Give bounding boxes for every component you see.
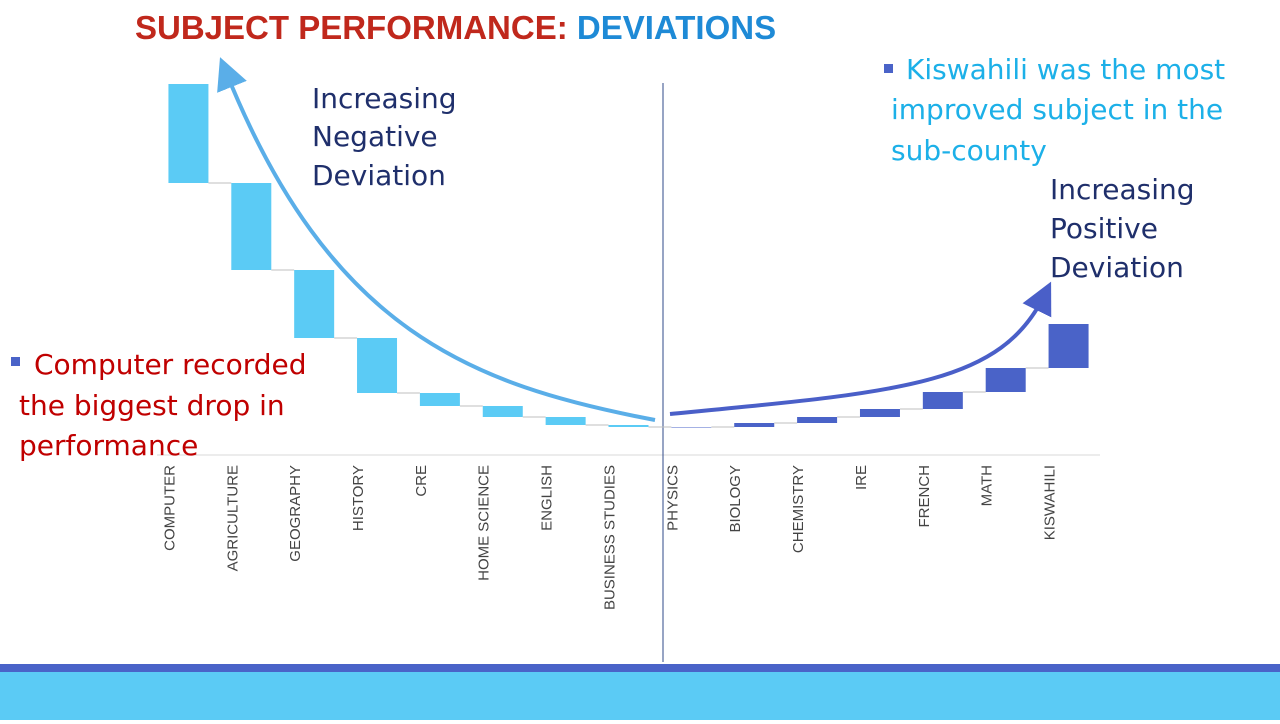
x-tick-label: IRE	[853, 465, 870, 490]
left-note: Computer recorded the biggest drop in pe…	[19, 348, 307, 462]
x-tick-label: CRE	[413, 465, 430, 497]
bar	[1048, 324, 1089, 368]
bar	[231, 183, 272, 270]
x-tick-label: HOME SCIENCE	[476, 465, 493, 581]
x-tick-label: PHYSICS	[664, 465, 681, 531]
title-main: SUBJECT PERFORMANCE:	[135, 9, 568, 46]
x-tick-label: BUSINESS STUDIES	[601, 465, 618, 610]
bar	[985, 368, 1026, 392]
x-tick-label: ENGLISH	[539, 465, 556, 531]
bar	[294, 270, 335, 338]
title: SUBJECT PERFORMANCE: DEVIATIONS	[135, 9, 776, 46]
bar	[922, 392, 963, 409]
bar	[168, 84, 209, 183]
footer-line	[0, 664, 1280, 672]
bar	[545, 417, 586, 425]
bar	[482, 406, 523, 417]
title-highlight: DEVIATIONS	[577, 9, 776, 46]
annotation-line: Increasing	[312, 82, 457, 115]
positive-arrow	[669, 281, 1052, 416]
x-tick-label: KISWAHILI	[1042, 465, 1059, 540]
annotation-line: Increasing	[1050, 173, 1195, 206]
bullet	[884, 64, 893, 73]
x-tick-label: BIOLOGY	[727, 465, 744, 533]
footer-band	[0, 672, 1280, 720]
bar	[797, 417, 838, 423]
x-tick-label: GEOGRAPHY	[287, 465, 304, 562]
x-tick-label: HISTORY	[350, 465, 367, 531]
annotation-line: the biggest drop in	[19, 389, 285, 422]
bar	[859, 409, 900, 417]
annotation-line: Deviation	[1050, 251, 1184, 284]
positive-trend-label: Increasing Positive Deviation	[1050, 173, 1195, 284]
bar	[419, 393, 460, 406]
bar	[357, 338, 398, 393]
annotation-line: Deviation	[312, 159, 446, 192]
annotation-line: Kiswahili was the most	[906, 53, 1225, 86]
negative-arrow	[217, 57, 656, 422]
annotation-line: Computer recorded	[34, 348, 307, 381]
annotation-line: improved subject in the	[891, 93, 1223, 126]
bar	[671, 427, 712, 428]
x-tick-label: COMPUTER	[161, 465, 178, 551]
bar	[734, 423, 775, 427]
bar	[608, 425, 649, 427]
annotation-line: sub-county	[891, 134, 1047, 167]
x-tick-label: CHEMISTRY	[790, 465, 807, 553]
annotation-line: performance	[19, 429, 198, 462]
negative-trend-label: Increasing Negative Deviation	[312, 82, 457, 192]
annotation-line: Positive	[1050, 212, 1158, 245]
annotation-line: Negative	[312, 120, 438, 153]
x-tick-label: FRENCH	[916, 465, 933, 528]
x-tick-label: MATH	[979, 465, 996, 506]
x-tick-label: AGRICULTURE	[224, 465, 241, 571]
right-note: Kiswahili was the most improved subject …	[891, 53, 1225, 167]
bullet	[11, 357, 20, 366]
